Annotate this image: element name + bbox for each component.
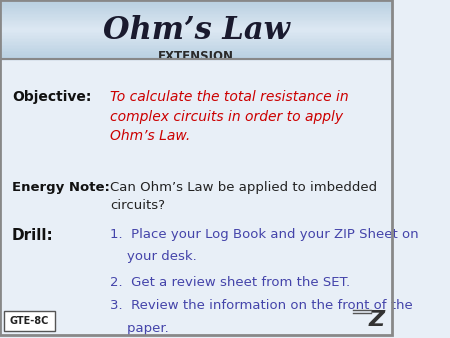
Bar bbox=[0, 7, 392, 9]
Bar bbox=[0, 16, 392, 18]
Bar bbox=[0, 13, 392, 15]
Bar bbox=[0, 12, 392, 13]
Bar bbox=[0, 34, 392, 35]
Bar bbox=[0, 50, 392, 51]
Bar bbox=[0, 53, 392, 54]
Bar bbox=[0, 32, 392, 34]
Bar bbox=[0, 21, 392, 22]
Text: Energy Note:: Energy Note: bbox=[12, 181, 110, 194]
Bar bbox=[0, 56, 392, 57]
Text: EXTENSION: EXTENSION bbox=[158, 50, 234, 63]
Text: GTE-8C: GTE-8C bbox=[10, 316, 49, 326]
Bar bbox=[0, 19, 392, 21]
Bar bbox=[0, 0, 392, 1]
Bar bbox=[0, 29, 392, 31]
Bar bbox=[0, 44, 392, 45]
Text: Ohm’s Law: Ohm’s Law bbox=[103, 15, 290, 46]
Bar bbox=[0, 18, 392, 19]
Text: Drill:: Drill: bbox=[12, 227, 54, 243]
Bar bbox=[0, 22, 392, 23]
Bar bbox=[0, 28, 392, 29]
Bar bbox=[0, 15, 392, 16]
Bar bbox=[0, 10, 392, 12]
Text: To calculate the total resistance in
complex circuits in order to apply
Ohm’s La: To calculate the total resistance in com… bbox=[110, 90, 348, 143]
Bar bbox=[4, 311, 55, 331]
Bar bbox=[0, 54, 392, 56]
Bar bbox=[0, 38, 392, 40]
Text: your desk.: your desk. bbox=[110, 250, 197, 263]
Bar bbox=[0, 35, 392, 37]
Bar bbox=[0, 3, 392, 4]
Bar bbox=[0, 25, 392, 26]
Text: 3.  Review the information on the front of the: 3. Review the information on the front o… bbox=[110, 299, 413, 313]
Bar bbox=[0, 1, 392, 3]
Bar bbox=[0, 40, 392, 41]
Bar bbox=[0, 4, 392, 6]
Text: 1.  Place your Log Book and your ZIP Sheet on: 1. Place your Log Book and your ZIP Shee… bbox=[110, 227, 419, 241]
Bar bbox=[0, 48, 392, 50]
Bar bbox=[0, 6, 392, 7]
Bar bbox=[0, 51, 392, 53]
Text: 2.  Get a review sheet from the SET.: 2. Get a review sheet from the SET. bbox=[110, 276, 350, 289]
Bar bbox=[0, 26, 392, 28]
Bar bbox=[0, 31, 392, 32]
Bar bbox=[0, 45, 392, 47]
Bar bbox=[0, 41, 392, 43]
Bar bbox=[0, 43, 392, 44]
Text: paper.: paper. bbox=[110, 322, 169, 335]
Bar bbox=[0, 37, 392, 38]
Bar bbox=[0, 47, 392, 48]
Bar bbox=[0, 23, 392, 25]
Bar bbox=[0, 9, 392, 10]
Text: Objective:: Objective: bbox=[12, 90, 91, 104]
Text: Can Ohm’s Law be applied to imbedded
circuits?: Can Ohm’s Law be applied to imbedded cir… bbox=[110, 181, 377, 212]
Bar bbox=[0, 57, 392, 58]
Text: Z: Z bbox=[369, 310, 385, 330]
